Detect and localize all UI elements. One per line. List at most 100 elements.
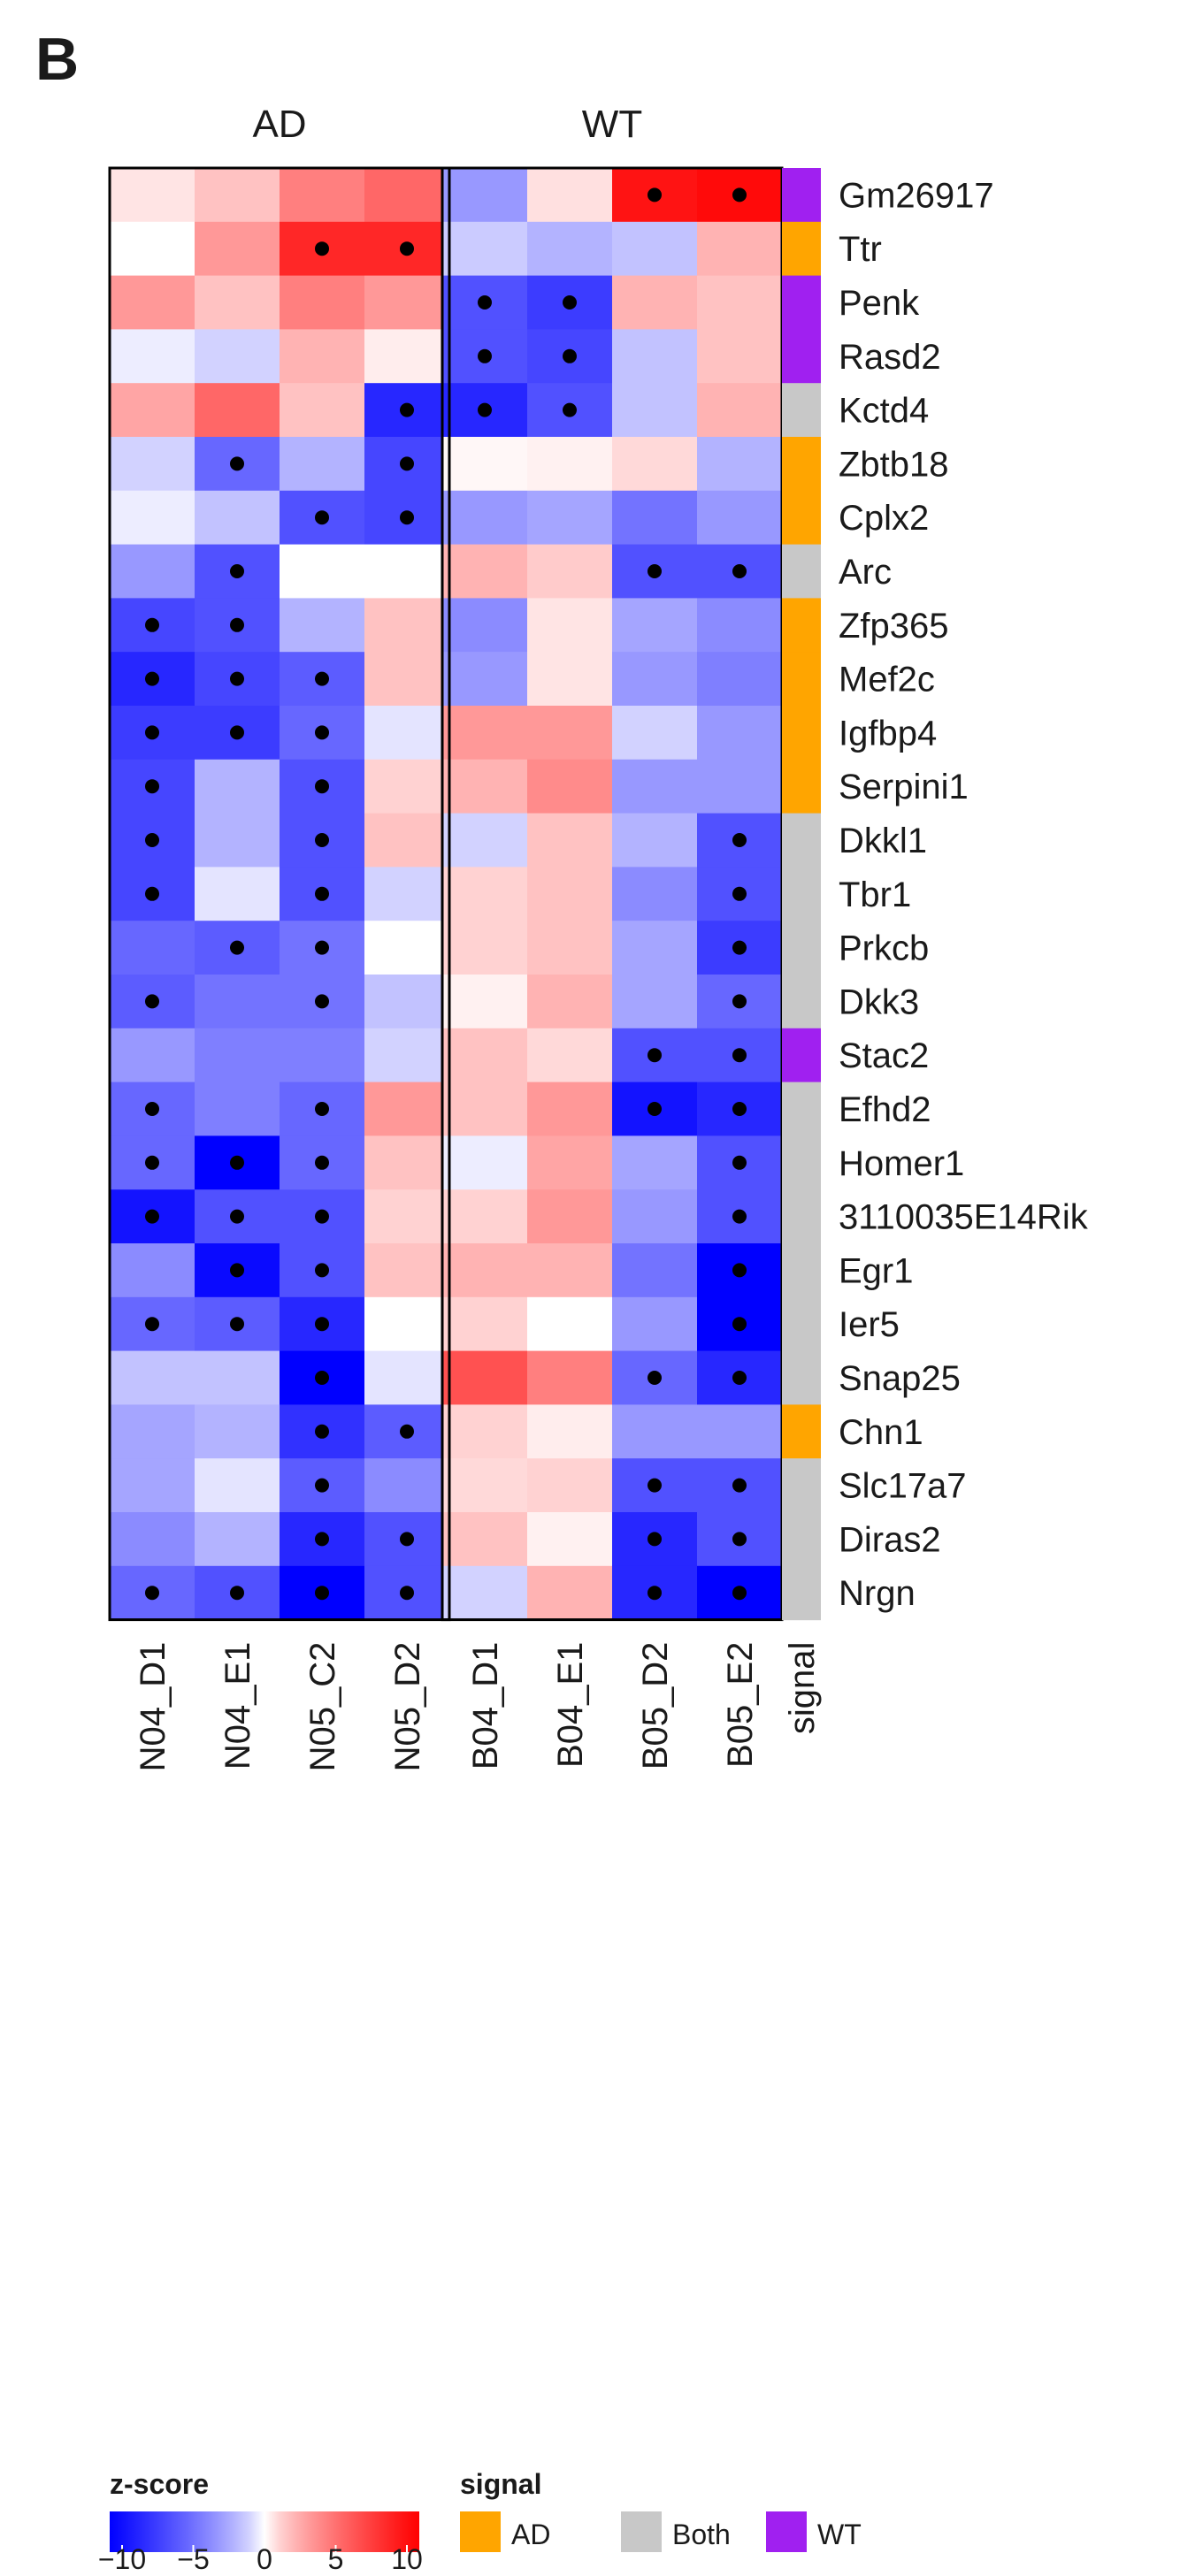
heatmap-cell: [110, 1028, 195, 1083]
column-label: N04_E1: [218, 1642, 257, 1770]
row-labels: Gm26917 Ttr Penk Rasd2 Kctd4 Zbtb18 Cplx2 Arc Zf…: [839, 176, 1089, 1613]
heatmap-cell: [280, 275, 365, 330]
row-label: Serpini1: [839, 768, 969, 806]
heatmap-cell: [442, 1028, 528, 1083]
zscore-tick-label: −5: [177, 2543, 209, 2575]
heatmap-cell: [527, 1512, 613, 1567]
significance-dot: [732, 1048, 747, 1063]
significance-dot: [230, 725, 244, 740]
significance-dot: [315, 1155, 329, 1170]
significance-dot: [230, 1155, 244, 1170]
heatmap-cell: [527, 1404, 613, 1459]
row-label: Diras2: [839, 1520, 941, 1559]
heatmap-cell: [364, 1458, 450, 1513]
heatmap-cell: [442, 1404, 528, 1459]
signal-cell: [782, 275, 821, 330]
heatmap-cell: [442, 1296, 528, 1352]
heatmap-cell: [364, 1082, 450, 1136]
heatmap-cell: [195, 168, 280, 223]
heatmap-cell: [612, 598, 698, 653]
significance-dot: [145, 1102, 159, 1116]
heatmap-cell: [527, 813, 613, 868]
significance-dots: [145, 187, 747, 1601]
significance-dot: [230, 564, 244, 578]
significance-dot: [647, 1371, 662, 1385]
significance-dot: [732, 1371, 747, 1385]
heatmap-cell: [527, 1350, 613, 1405]
significance-dot: [230, 1586, 244, 1601]
column-label: B05_E2: [721, 1642, 760, 1768]
heatmap-cell: [612, 1135, 698, 1190]
heatmap-cell: [110, 221, 195, 277]
significance-dot: [732, 1209, 747, 1224]
signal-cell: [782, 1565, 821, 1621]
heatmap-cell: [442, 1350, 528, 1405]
heatmap-cell: [364, 1028, 450, 1083]
heatmap-cell: [364, 706, 450, 761]
heatmap-cell: [195, 759, 280, 814]
significance-dot: [230, 671, 244, 686]
heatmap-cell: [110, 275, 195, 330]
heatmap-cell: [697, 490, 783, 546]
zscore-legend-title: z-score: [110, 2468, 209, 2500]
heatmap-cell: [195, 490, 280, 546]
row-label: Ttr: [839, 230, 882, 269]
significance-dot: [315, 1371, 329, 1385]
heatmap-cell: [527, 921, 613, 975]
heatmap-cell: [442, 759, 528, 814]
heatmap-cell: [442, 1458, 528, 1513]
heatmap-cell: [697, 1404, 783, 1459]
heatmap-cell: [442, 437, 528, 492]
signal-cell: [782, 1512, 821, 1567]
heatmap-cell: [280, 329, 365, 384]
heatmap-cell: [110, 329, 195, 384]
heatmap-cell: [697, 652, 783, 707]
signal-legend: signal AD Both WT: [460, 2468, 862, 2552]
row-label: Dkk3: [839, 982, 919, 1021]
group-title-ad: AD: [252, 103, 306, 146]
signal-cell: [782, 490, 821, 546]
heatmap-cell: [364, 1189, 450, 1244]
heatmap-cell: [110, 490, 195, 546]
heatmap-cell: [364, 1296, 450, 1352]
significance-dot: [647, 1586, 662, 1601]
significance-dot: [145, 725, 159, 740]
column-label: N04_D1: [134, 1642, 172, 1772]
row-label: Ier5: [839, 1305, 900, 1344]
heatmap-cell: [527, 598, 613, 653]
row-label: Mef2c: [839, 661, 935, 699]
column-label: B04_E1: [551, 1642, 590, 1768]
signal-cell: [782, 1458, 821, 1513]
signal-legend-swatch: [460, 2511, 501, 2552]
significance-dot: [315, 510, 329, 525]
heatmap-cell: [442, 706, 528, 761]
heatmap-cell: [442, 813, 528, 868]
group-titles: AD WT: [252, 103, 642, 146]
significance-dot: [400, 1586, 414, 1601]
heatmap-cell: [110, 544, 195, 599]
significance-dot: [230, 1317, 244, 1332]
heatmap-cell: [527, 706, 613, 761]
heatmap-cell: [110, 1350, 195, 1405]
significance-dot: [145, 1317, 159, 1332]
heatmap-cell: [697, 437, 783, 492]
row-label: Homer1: [839, 1144, 964, 1183]
heatmap-cell: [612, 1404, 698, 1459]
significance-dot: [315, 1478, 329, 1493]
heatmap-cell: [442, 544, 528, 599]
signal-cell: [782, 706, 821, 761]
heatmap-cell: [364, 544, 450, 599]
heatmap-cell: [612, 867, 698, 921]
heatmap-cell: [442, 975, 528, 1029]
zscore-tick-label: 10: [391, 2543, 423, 2575]
significance-dot: [478, 348, 492, 363]
heatmap-cell: [527, 1189, 613, 1244]
heatmap-cell: [442, 652, 528, 707]
significance-dot: [732, 1586, 747, 1601]
column-label: N05_C2: [303, 1642, 342, 1772]
signal-legend-swatch: [621, 2511, 662, 2552]
heatmap-cell: [612, 1189, 698, 1244]
zscore-tick-label: 0: [257, 2543, 272, 2575]
row-label: Igfbp4: [839, 714, 937, 753]
